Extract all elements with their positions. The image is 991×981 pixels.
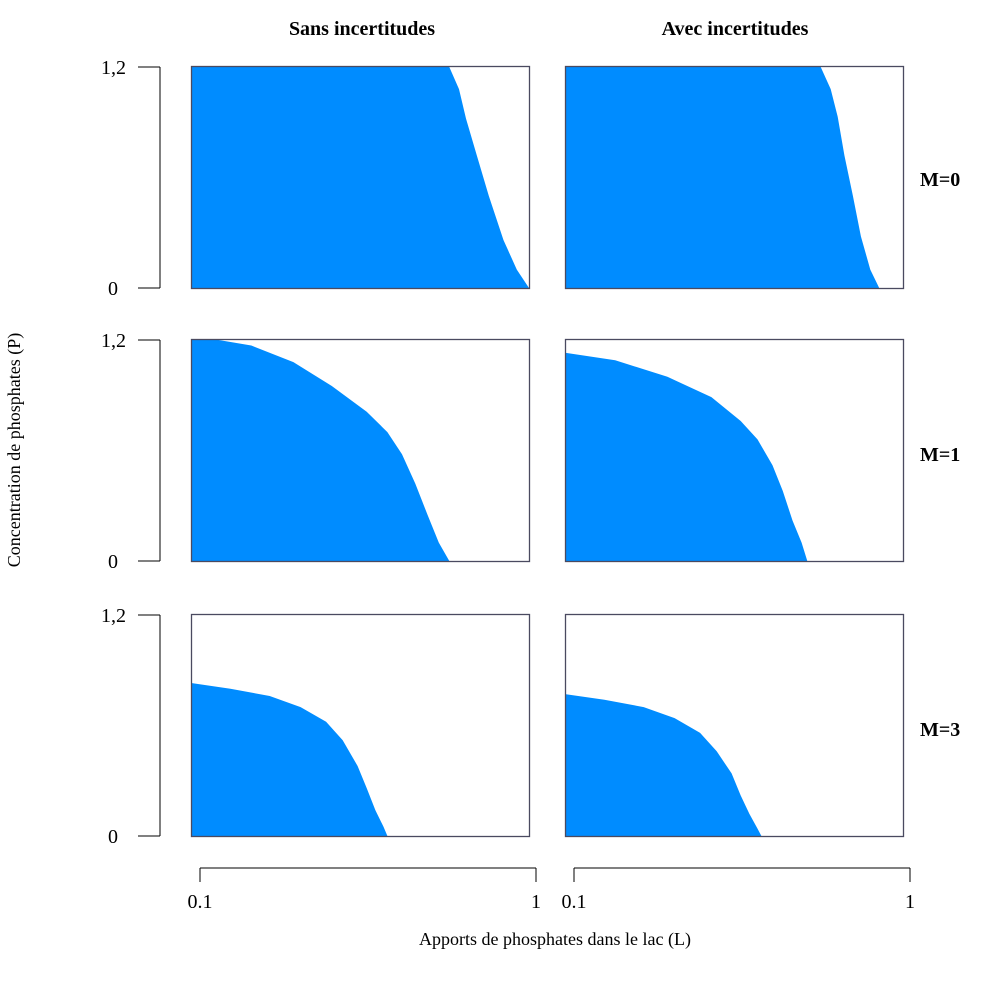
viable-region-area (566, 694, 762, 836)
x-axis-sans-incertitudes: 0.1 1 (188, 867, 541, 913)
y-axis-label: Concentration de phosphates (P) (4, 333, 25, 567)
viable-region-area (566, 352, 808, 561)
x-axis-avec-incertitudes: 0.1 1 (562, 867, 915, 913)
panel-m-1-avec-incertitudes (564, 338, 905, 563)
y-tick-label-bottom: 0 (108, 551, 118, 573)
panel-frame (564, 338, 905, 563)
x-tick-label-right: 1 (531, 891, 541, 913)
viable-region-area (566, 67, 880, 288)
viable-region-area (192, 683, 388, 836)
x-axis-label: Apports de phosphates dans le lac (L) (419, 929, 691, 950)
row-label-m1: M=1 (920, 444, 960, 466)
panel-frame (564, 65, 905, 290)
panels-layer (190, 65, 905, 838)
viable-region-area (192, 340, 450, 561)
panel-frame (190, 613, 531, 838)
column-title-sans: Sans incertitudes (289, 18, 435, 40)
y-axis-m-3: 1,20 (101, 605, 161, 848)
panel-m-0-avec-incertitudes (564, 65, 905, 290)
viable-region-area (192, 67, 529, 288)
panel-m-0-sans-incertitudes (190, 65, 531, 290)
y-axis-m-1: 1,20 (101, 330, 161, 573)
panel-m-3-sans-incertitudes (190, 613, 531, 838)
y-tick-label-top: 1,2 (101, 605, 126, 627)
y-tick-label-top: 1,2 (101, 57, 126, 79)
y-axis-m-0: 1,20 (101, 57, 161, 300)
panel-m-3-avec-incertitudes (564, 613, 905, 838)
x-tick-label-left: 0.1 (562, 891, 587, 913)
y-tick-label-bottom: 0 (108, 826, 118, 848)
y-tick-label-top: 1,2 (101, 330, 126, 352)
row-label-m0: M=0 (920, 169, 960, 191)
panel-frame (190, 338, 531, 563)
panel-m-1-sans-incertitudes (190, 338, 531, 563)
y-tick-label-bottom: 0 (108, 278, 118, 300)
x-tick-label-left: 0.1 (188, 891, 213, 913)
axes-layer: 1,201,201,200.1 1 0.1 1 (101, 57, 915, 913)
x-tick-label-right: 1 (905, 891, 915, 913)
row-label-m3: M=3 (920, 719, 960, 741)
panel-frame (564, 613, 905, 838)
column-title-avec: Avec incertitudes (662, 18, 809, 40)
panel-frame (190, 65, 531, 290)
